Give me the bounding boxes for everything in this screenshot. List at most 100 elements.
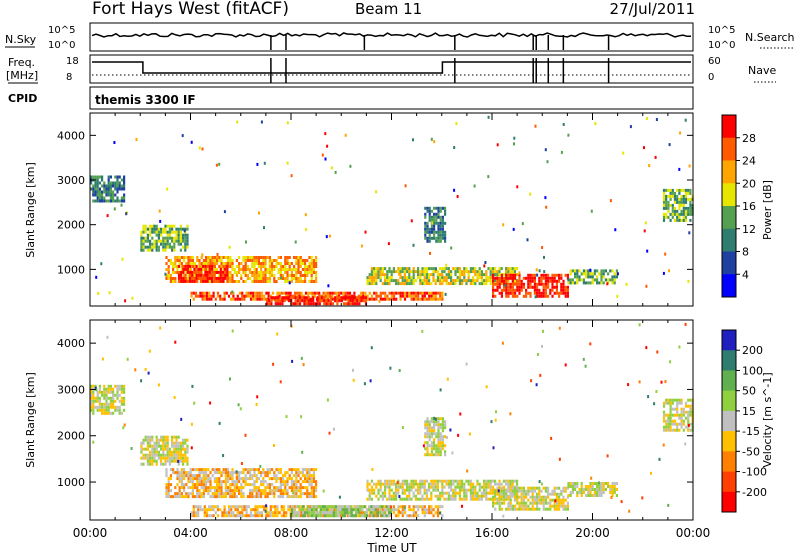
- heatmap-cell: [298, 296, 302, 300]
- heatmap-cell: [684, 212, 688, 216]
- heatmap-cell: [492, 282, 495, 286]
- heatmap-cell: [173, 456, 176, 460]
- heatmap-cell: [304, 274, 307, 277]
- heatmap-cell: [162, 248, 165, 252]
- heatmap-cell: [315, 265, 318, 268]
- heatmap-cell: [662, 413, 666, 417]
- colorbar-swatch: [722, 491, 736, 513]
- heatmap-cell: [328, 511, 331, 515]
- heatmap-cell: [238, 271, 241, 274]
- heatmap-cell: [202, 264, 205, 268]
- heatmap-cell: [511, 288, 514, 292]
- heatmap-cell: [426, 206, 429, 210]
- heatmap-cell: [384, 505, 387, 509]
- heatmap-cell: [230, 511, 233, 515]
- heatmap-cell: [279, 268, 282, 271]
- heatmap-cell: [306, 259, 309, 262]
- heatmap-cell: [95, 388, 98, 392]
- heatmap-cell: [171, 444, 174, 448]
- heatmap-cell: [260, 277, 263, 280]
- heatmap-cell: [216, 495, 219, 499]
- heatmap-cell: [395, 482, 398, 486]
- heatmap-cell: [529, 507, 532, 511]
- heatmap-cell: [182, 236, 185, 240]
- heatmap-cell: [211, 495, 214, 499]
- heatmap-cell: [428, 453, 431, 457]
- heatmap-cell: [216, 253, 219, 256]
- heatmap-cell: [348, 291, 352, 295]
- heatmap-cell: [513, 142, 515, 146]
- heatmap-cell: [494, 497, 497, 501]
- heatmap-cell: [149, 450, 152, 454]
- heatmap-cell: [533, 282, 536, 286]
- heatmap-cell: [562, 486, 565, 490]
- heatmap-cell: [118, 399, 121, 403]
- heatmap-cell: [505, 270, 508, 274]
- heatmap-cell: [472, 494, 475, 498]
- heatmap-cell: [461, 479, 464, 483]
- heatmap-cell: [521, 222, 524, 226]
- heatmap-cell: [665, 194, 668, 198]
- heatmap-cell: [494, 270, 497, 274]
- heatmap-cell: [505, 489, 508, 493]
- heatmap-cell: [187, 480, 190, 484]
- heatmap-cell: [98, 405, 101, 409]
- heatmap-cell: [613, 485, 616, 488]
- heatmap-cell: [107, 396, 110, 400]
- heatmap-cell: [344, 133, 347, 137]
- heatmap-cell: [109, 405, 112, 409]
- heatmap-cell: [279, 486, 282, 490]
- heatmap-cell: [290, 483, 293, 487]
- heatmap-cell: [164, 441, 167, 445]
- heatmap-cell: [520, 507, 523, 511]
- heatmap-cell: [94, 190, 97, 194]
- heatmap-cell: [596, 281, 599, 285]
- heatmap-cell: [306, 495, 309, 499]
- heatmap-cell: [202, 495, 205, 499]
- heatmap-cell: [253, 480, 256, 484]
- heatmap-cell: [135, 138, 138, 141]
- heatmap-cell: [98, 396, 101, 400]
- heatmap-cell: [339, 505, 342, 509]
- station-title: Fort Hays West (fitACF): [92, 0, 289, 19]
- heatmap-cell: [301, 486, 304, 490]
- heatmap-cell: [615, 482, 618, 485]
- heatmap-cell: [678, 200, 681, 204]
- heatmap-cell: [500, 489, 503, 493]
- heatmap-cell: [566, 501, 569, 505]
- heatmap-cell: [553, 489, 556, 493]
- heatmap-cell: [265, 291, 268, 295]
- heatmap-cell: [151, 438, 154, 442]
- heatmap-cell: [414, 297, 418, 301]
- heatmap-cell: [476, 273, 479, 277]
- heatmap-cell: [616, 272, 619, 276]
- heatmap-cell: [200, 265, 203, 268]
- heatmap-cell: [430, 444, 433, 448]
- heatmap-cell: [101, 405, 104, 409]
- heatmap-cell: [287, 296, 291, 300]
- heatmap-cell: [242, 468, 245, 472]
- heatmap-cell: [590, 209, 593, 213]
- heatmap-cell: [667, 503, 670, 507]
- heatmap-cell: [262, 265, 265, 268]
- heatmap-cell: [335, 514, 338, 518]
- heatmap-cell: [679, 131, 682, 135]
- heatmap-cell: [209, 486, 212, 490]
- heatmap-cell: [503, 282, 506, 286]
- heatmap-cell: [290, 268, 293, 271]
- heatmap-cell: [600, 494, 603, 497]
- heatmap-cell: [291, 505, 294, 509]
- heatmap-cell: [160, 462, 163, 466]
- heatmap-cell: [295, 256, 298, 259]
- heatmap-cell: [587, 485, 590, 488]
- heatmap-cell: [207, 489, 210, 493]
- heatmap-cell: [186, 438, 189, 442]
- heatmap-cell: [646, 249, 649, 253]
- heatmap-cell: [124, 299, 127, 303]
- heatmap-cell: [257, 477, 260, 481]
- heatmap-cell: [509, 270, 512, 274]
- heatmap-cell: [109, 411, 112, 415]
- heatmap-cell: [231, 492, 234, 496]
- heatmap-cell: [204, 267, 207, 271]
- heatmap-cell: [327, 302, 330, 306]
